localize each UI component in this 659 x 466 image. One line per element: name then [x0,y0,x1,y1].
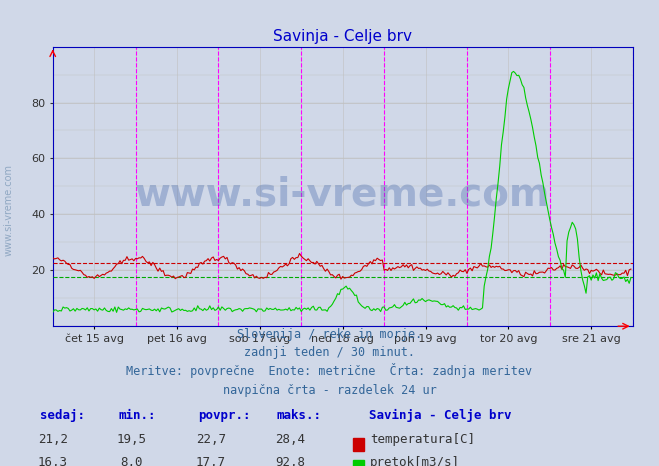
Text: navpična črta - razdelek 24 ur: navpična črta - razdelek 24 ur [223,384,436,397]
Text: 17,7: 17,7 [196,456,226,466]
Text: www.si-vreme.com: www.si-vreme.com [3,164,13,256]
Text: 19,5: 19,5 [117,433,147,445]
Text: 22,7: 22,7 [196,433,226,445]
Text: www.si-vreme.com: www.si-vreme.com [135,176,550,214]
Text: min.:: min.: [119,410,156,422]
Text: maks.:: maks.: [277,410,322,422]
Text: Savinja - Celje brv: Savinja - Celje brv [369,409,511,422]
Text: temperatura[C]: temperatura[C] [370,433,475,445]
Text: 92,8: 92,8 [275,456,305,466]
Text: 28,4: 28,4 [275,433,305,445]
Text: sedaj:: sedaj: [40,410,84,422]
Text: 16,3: 16,3 [38,456,68,466]
Title: Savinja - Celje brv: Savinja - Celje brv [273,29,412,44]
Text: povpr.:: povpr.: [198,410,250,422]
Text: 21,2: 21,2 [38,433,68,445]
Text: Slovenija / reke in morje.: Slovenija / reke in morje. [237,328,422,341]
Text: pretok[m3/s]: pretok[m3/s] [370,456,461,466]
Text: zadnji teden / 30 minut.: zadnji teden / 30 minut. [244,347,415,359]
Text: Meritve: povprečne  Enote: metrične  Črta: zadnja meritev: Meritve: povprečne Enote: metrične Črta:… [127,363,532,378]
Text: 8,0: 8,0 [121,456,143,466]
